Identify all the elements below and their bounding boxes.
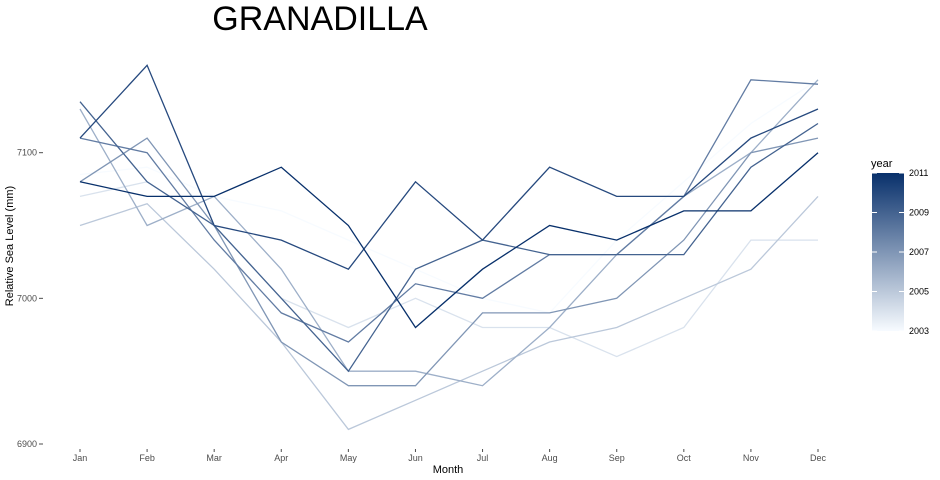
- x-axis-title: Month: [433, 464, 464, 476]
- x-tick-label-feb: Feb: [139, 453, 155, 463]
- plot-lines: [79, 64, 819, 431]
- y-tick-label-6900: 6900: [17, 439, 37, 449]
- x-tick-label-dec: Dec: [810, 453, 827, 463]
- x-tick-label-apr: Apr: [274, 453, 288, 463]
- series-line-2009: [79, 101, 819, 373]
- series-line-2008: [79, 79, 819, 343]
- legend-label-2003: 2003: [909, 326, 929, 336]
- legend-label-2011: 2011: [909, 168, 928, 178]
- x-tick-label-jan: Jan: [73, 453, 88, 463]
- legend-label-2009: 2009: [909, 208, 929, 218]
- series-line-2006: [79, 79, 819, 387]
- legend-label-2007: 2007: [909, 247, 929, 257]
- legend-title: year: [871, 158, 893, 170]
- legend: year 2003 2005 2007 2009 2011: [871, 158, 929, 336]
- legend-label-2005: 2005: [909, 287, 929, 297]
- series-line-2011: [79, 152, 819, 329]
- chart-title: GRANADILLA: [212, 0, 428, 38]
- series-line-2003: [79, 79, 819, 314]
- x-tick-label-aug: Aug: [542, 453, 558, 463]
- x-tick-label-nov: Nov: [743, 453, 760, 463]
- series-line-2005: [79, 195, 819, 431]
- series-line-2007: [79, 137, 819, 387]
- x-axis: Jan Feb Mar Apr May Jun Jul Aug Sep Oct Nov Dec: [73, 449, 827, 463]
- series-line-2010: [79, 64, 819, 270]
- series-line-2004: [79, 181, 818, 358]
- x-tick-label-may: May: [340, 453, 358, 463]
- legend-colorbar: [872, 173, 904, 331]
- x-tick-label-jun: Jun: [408, 453, 423, 463]
- x-tick-label-oct: Oct: [677, 453, 692, 463]
- y-tick-label-7000: 7000: [17, 293, 37, 303]
- y-tick-label-7100: 7100: [17, 148, 37, 158]
- x-tick-label-mar: Mar: [206, 453, 222, 463]
- x-tick-label-jul: Jul: [477, 453, 489, 463]
- y-axis: 6900 7000 7100: [17, 148, 43, 449]
- x-tick-label-sep: Sep: [609, 453, 625, 463]
- y-axis-title: Relative Sea Level (mm): [4, 186, 16, 306]
- legend-ticks: 2003 2005 2007 2009 2011: [872, 168, 929, 336]
